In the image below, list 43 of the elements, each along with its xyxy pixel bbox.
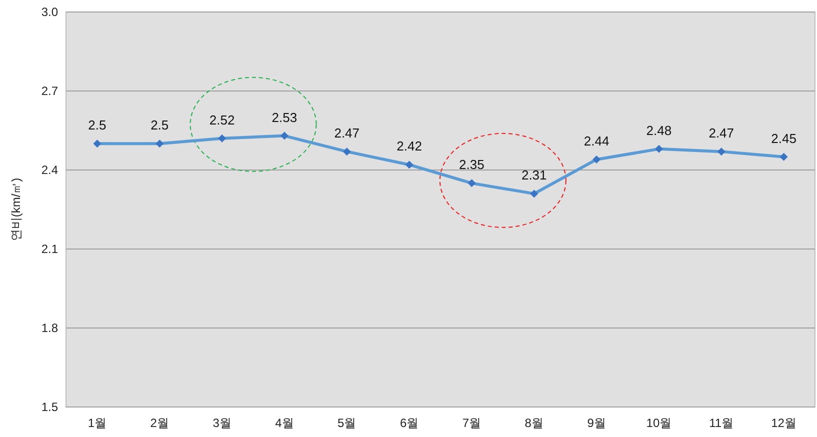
- x-tick-label: 5월: [338, 416, 356, 430]
- x-tick-label: 1월: [88, 416, 107, 430]
- x-tick-label: 4월: [275, 416, 294, 430]
- x-tick-label: 10월: [646, 416, 672, 430]
- point: [280, 132, 288, 140]
- data-label: 2.47: [334, 126, 360, 141]
- y-tick-label: 2.7: [41, 84, 58, 98]
- point: [468, 179, 476, 188]
- point: [405, 160, 414, 169]
- x-tick-label: 7월: [462, 416, 482, 430]
- point: [156, 140, 164, 148]
- y-tick-label: 2.1: [41, 242, 58, 256]
- point: [780, 152, 788, 161]
- point: [530, 190, 538, 198]
- point: [592, 155, 601, 164]
- x-tick-label: 12월: [771, 416, 796, 430]
- point: [93, 140, 102, 148]
- data-label: 2.42: [396, 138, 422, 154]
- point: [218, 134, 226, 142]
- y-tick-label: 1.5: [41, 400, 58, 414]
- y-axis-title: 연비(km/㎥): [9, 178, 23, 242]
- data-label: 2.47: [708, 126, 734, 141]
- x-tick-label: 6월: [400, 416, 419, 430]
- x-tick-label: 8월: [524, 416, 544, 430]
- y-tick-label: 1.8: [41, 321, 58, 335]
- data-label: 2.52: [209, 112, 235, 128]
- x-tick-label: 3월: [212, 416, 232, 430]
- y-tick-label: 2.4: [41, 163, 58, 177]
- data-label: 2.44: [584, 133, 610, 148]
- data-label: 2.5: [150, 118, 169, 133]
- data-label: 2.45: [771, 130, 796, 146]
- y-tick-label: 3.0: [41, 5, 58, 19]
- point: [654, 144, 663, 153]
- x-tick-label: 9월: [587, 416, 606, 430]
- data-label: 2.48: [646, 122, 672, 138]
- point: [717, 148, 726, 156]
- data-label: 2.5: [88, 118, 106, 133]
- x-tick-label: 11월: [709, 416, 734, 430]
- x-tick-label: 2월: [150, 416, 169, 430]
- data-label: 2.35: [459, 157, 484, 172]
- data-label: 2.31: [521, 168, 547, 183]
- data-label: 2.53: [272, 110, 298, 125]
- point: [342, 148, 351, 156]
